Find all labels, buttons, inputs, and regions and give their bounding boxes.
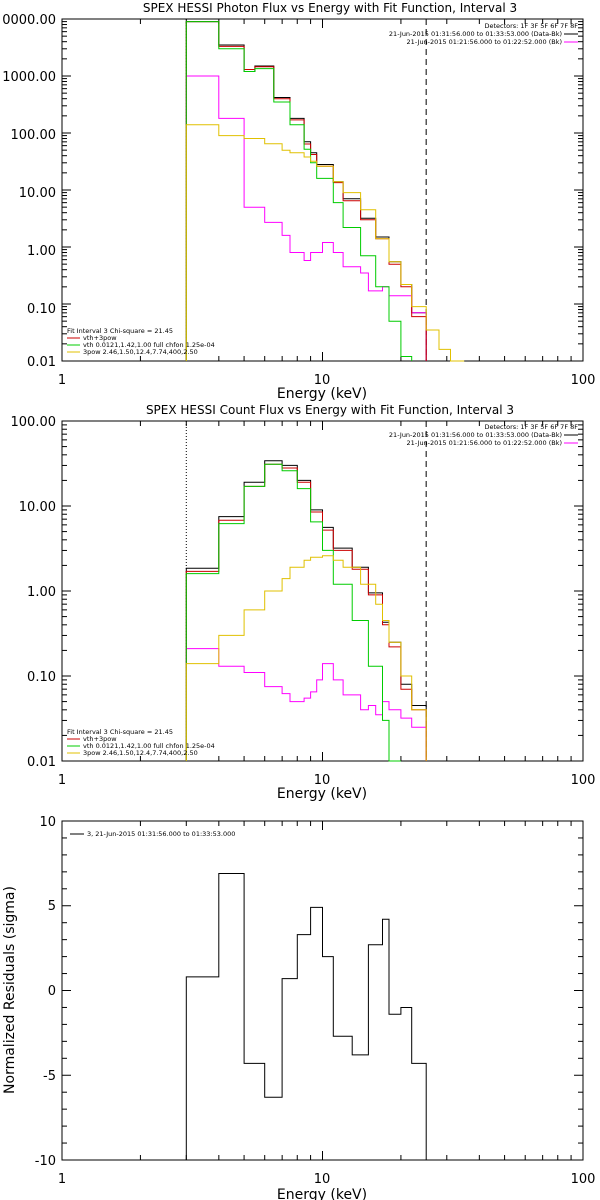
panel3-ytick-2: 0 [48,984,56,999]
panel3-ticks [61,820,583,1161]
panel1-legend-line2: 21-Jun-2015 01:21:56.000 to 01:22:52.000… [407,38,562,46]
panel1-ytick-6: 0000.00 [2,13,56,28]
panel1-ytick-4: 100.00 [11,128,57,143]
panel2-legend-bottom: Fit Interval 3 Chi-square = 21.45 vth+3p… [67,728,215,757]
panel2-legend-line1: 21-Jun-2015 01:31:56.000 to 01:33:53.000… [389,431,562,439]
panel1-legend-top: Detectors: 1F 3F 5F 6F 7F 8F 21-Jun-2015… [389,22,578,46]
panel2-xtick-1: 1 [58,773,66,788]
panel3-frame [61,820,584,1161]
panel1-ticks [61,18,583,362]
panel3-legend: 3, 21-Jun-2015 01:31:56.000 to 01:33:53.… [87,830,235,838]
panel1-ytick-0: 0.01 [27,355,56,370]
panel3-series [185,873,427,1160]
panel2-series [185,460,427,762]
panel1-xlabel: Energy (keV) [277,386,367,402]
panel-count-flux: SPEX HESSI Count Flux vs Energy with Fit… [11,403,596,802]
panel3-ytick-4: 10 [39,815,56,830]
panel1-legend-item-1: vth 0.0121,1.42,1.00 full chfon 1.25e-04 [83,341,215,349]
panel2-series-4 [185,555,427,761]
panel2-legend-line2: 21-Jun-2015 01:21:56.000 to 01:22:52.000… [407,439,562,447]
panel2-legend-item-0: vth+3pow [83,735,117,743]
panel1-xtick-100: 100 [571,373,596,388]
panel2-series-2 [185,463,427,761]
panel1-series [185,21,465,362]
panel-photon-flux: SPEX HESSI Photon Flux vs Energy with Fi… [2,1,595,402]
panel2-series-1 [185,648,427,761]
panel2-legend-header: Fit Interval 3 Chi-square = 21.45 [67,728,173,736]
panel2-xtick-10: 10 [314,773,331,788]
panel2-frame [61,420,584,762]
panel2-series-0 [185,460,427,761]
panel1-legend-detectors: Detectors: 1F 3F 5F 6F 7F 8F [484,22,578,30]
panel2-ytick-3: 10.00 [19,500,56,515]
panel3-xtick-1: 1 [58,1172,66,1187]
panel2-title: SPEX HESSI Count Flux vs Energy with Fit… [146,403,514,417]
panel3-series-0 [185,873,427,1160]
panel3-ytick-0: -10 [35,1154,56,1169]
panel2-legend-item-1: vth 0.0121,1.42,1.00 full chfon 1.25e-04 [83,742,215,750]
panel2-xlabel: Energy (keV) [277,786,367,802]
panel2-series-3 [185,463,401,762]
panel1-ytick-3: 10.00 [19,186,56,201]
panel2-legend-item-2: 3pow 2.46,1.50,12.4,7.74,400,2.50 [83,749,198,757]
panel3-ytick-1: -5 [43,1069,56,1084]
panel1-legend-item-2: 3pow 2.46,1.50,12.4,7.74,400,2.50 [83,348,198,356]
panel3-xlabel: Energy (keV) [277,1187,367,1200]
panel3-xtick-10: 10 [314,1172,331,1187]
panel1-series-0 [185,21,427,361]
panel2-xtick-100: 100 [571,773,596,788]
panel2-legend-detectors: Detectors: 1F 3F 5F 6F 7F 8F [484,423,578,431]
panel1-series-2 [185,21,427,361]
panel1-vlines [185,19,427,361]
panel1-legend-header: Fit Interval 3 Chi-square = 21.45 [67,327,173,335]
panel2-ticks [61,420,583,762]
panel1-ytick-2: 1.00 [27,244,56,259]
panel2-legend-top: Detectors: 1F 3F 5F 6F 7F 8F 21-Jun-2015… [389,423,578,447]
panel1-title: SPEX HESSI Photon Flux vs Energy with Fi… [143,1,517,15]
panel1-xtick-1: 1 [58,373,66,388]
panel3-ytick-3: 5 [48,899,56,914]
panel2-ytick-2: 1.00 [27,585,56,600]
panel1-xtick-10: 10 [314,373,331,388]
panel1-series-1 [185,75,427,361]
panel1-series-3 [185,21,413,361]
panel1-series-4 [185,124,465,362]
panel3-xtick-100: 100 [571,1172,596,1187]
panel2-vlines [185,421,427,761]
panel1-legend-line1: 21-Jun-2015 01:31:56.000 to 01:33:53.000… [389,30,562,38]
panel1-ytick-1: 0.10 [27,302,56,317]
panel2-ytick-0: 0.01 [27,755,56,770]
panel3-ylabel: Normalized Residuals (sigma) [2,886,18,1094]
panel1-legend-bottom: Fit Interval 3 Chi-square = 21.45 vth+3p… [67,327,215,356]
panel2-ytick-1: 0.10 [27,670,56,685]
panel2-ytick-4: 100.00 [11,415,57,430]
panel-residuals: 1 10 100 -10 -5 0 5 10 Energy (keV) Norm… [2,815,595,1200]
panel1-legend-item-0: vth+3pow [83,334,117,342]
panel1-ytick-5: 1000.00 [2,70,56,85]
panel1-frame [61,18,584,362]
